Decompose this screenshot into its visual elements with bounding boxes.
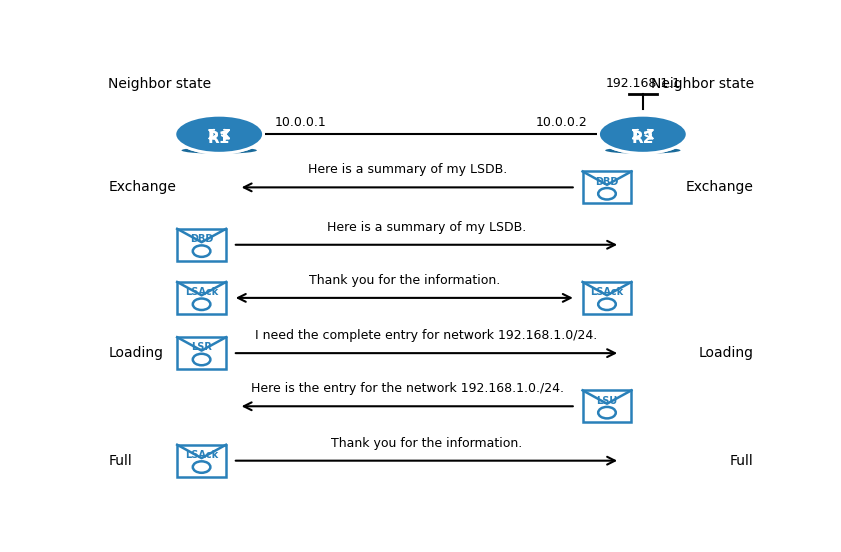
Circle shape [193, 461, 210, 473]
Text: LSAck: LSAck [185, 287, 218, 297]
Bar [177, 337, 226, 369]
Text: R1: R1 [208, 131, 230, 146]
Ellipse shape [606, 147, 680, 153]
Text: LSR: LSR [191, 342, 212, 352]
Text: 10.0.0.1: 10.0.0.1 [274, 116, 326, 129]
Bar [177, 229, 226, 261]
Text: I need the complete entry for network 192.168.1.0/24.: I need the complete entry for network 19… [256, 329, 598, 342]
Text: 192.168.1.1: 192.168.1.1 [606, 77, 680, 91]
Bar [177, 445, 226, 476]
Text: Neighbor state: Neighbor state [651, 77, 754, 91]
Circle shape [193, 246, 210, 257]
Text: Here is the entry for the network 192.168.1.0./24.: Here is the entry for the network 192.16… [251, 382, 563, 395]
Circle shape [598, 407, 616, 418]
Circle shape [598, 299, 616, 310]
Text: LSAck: LSAck [590, 287, 624, 297]
Text: R2: R2 [632, 131, 654, 146]
Text: LSU: LSU [596, 396, 617, 406]
Circle shape [193, 354, 210, 365]
Text: Exchange: Exchange [685, 181, 754, 194]
Circle shape [193, 299, 210, 310]
Text: Thank you for the information.: Thank you for the information. [331, 437, 522, 450]
Text: DBD: DBD [190, 234, 214, 244]
Ellipse shape [182, 147, 257, 153]
Text: Exchange: Exchange [108, 181, 177, 194]
Text: Here is a summary of my LSDB.: Here is a summary of my LSDB. [308, 163, 507, 176]
Text: Loading: Loading [699, 346, 754, 360]
Text: Thank you for the information.: Thank you for the information. [309, 274, 500, 287]
Bar [583, 172, 632, 203]
Bar [177, 282, 226, 314]
Text: Here is a summary of my LSDB.: Here is a summary of my LSDB. [327, 221, 526, 233]
Bar [583, 282, 632, 314]
Text: Neighbor state: Neighbor state [108, 77, 211, 91]
Circle shape [598, 188, 616, 199]
Bar [583, 390, 632, 422]
Text: Loading: Loading [108, 346, 163, 360]
Text: Full: Full [108, 454, 132, 468]
Text: 10.0.0.2: 10.0.0.2 [536, 116, 587, 129]
Text: LSAck: LSAck [185, 450, 218, 460]
Ellipse shape [175, 115, 263, 153]
Ellipse shape [175, 115, 263, 153]
Ellipse shape [599, 115, 687, 153]
Text: Full: Full [730, 454, 754, 468]
Text: DBD: DBD [595, 177, 619, 187]
Ellipse shape [599, 115, 687, 153]
